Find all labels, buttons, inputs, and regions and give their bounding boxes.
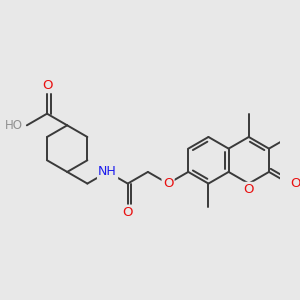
Text: HO: HO xyxy=(5,119,23,132)
Text: O: O xyxy=(244,183,254,196)
Text: O: O xyxy=(42,79,52,92)
Text: NH: NH xyxy=(98,165,117,178)
Text: O: O xyxy=(122,206,133,219)
Text: O: O xyxy=(290,177,300,190)
Text: O: O xyxy=(163,177,173,190)
